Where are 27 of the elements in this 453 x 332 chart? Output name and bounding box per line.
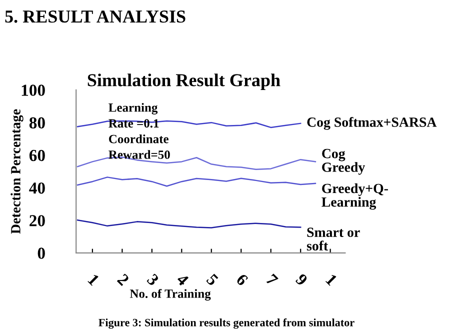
y-tick-label: 80 [29,117,45,129]
y-tick-label: 0 [38,248,45,259]
y-tick-label: 100 [22,84,45,96]
y-axis-title: Detection Percentage [10,109,24,234]
y-tick-label: 20 [30,215,45,226]
x-tick-label: 1 [88,274,100,286]
series-label: Cog Greedy [322,148,365,175]
y-tick-label: 60 [29,150,45,162]
x-tick-label: 5 [206,273,219,286]
x-tick-label: 2 [116,273,130,286]
chart-title: Simulation Result Graph [88,74,280,90]
x-tick-label: 4 [176,273,190,286]
x-tick-label: 3 [146,273,160,286]
line-series [76,176,316,187]
caption: Figure 3: Simulation results generated from simulator [98,318,354,329]
y-tick-label: 40 [29,182,45,194]
line-series [76,219,302,228]
x-tick-label: 9 [295,273,308,286]
x-tick-label: 7 [266,274,278,286]
series-label: Smart or soft [306,228,360,251]
text: 5. RESULT ANALYSIS [5,10,186,23]
series-label: Cog Softmax+SARSA [307,116,437,130]
line-series [76,120,302,128]
x-tick-label: 1 [325,274,338,286]
x-tick-label: 6 [236,273,249,286]
x-axis-title: No. of Training [130,289,211,301]
series-label: Greedy+Q- Learning [322,183,388,210]
